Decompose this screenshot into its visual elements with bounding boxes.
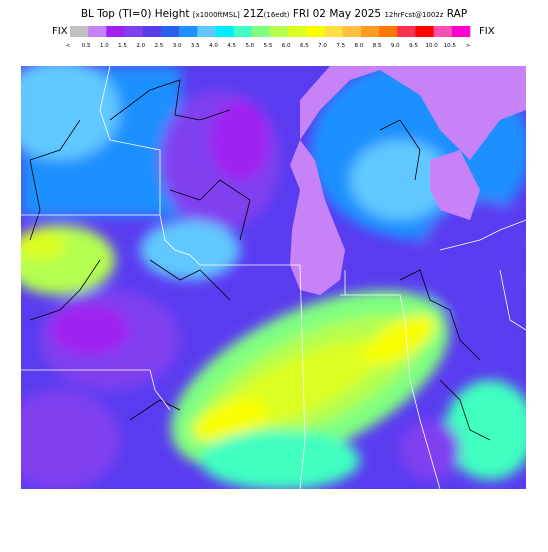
- legend-label: 10.0: [426, 43, 439, 49]
- title-main: BL Top (TI=0) Height: [81, 8, 190, 20]
- legend-label: 5.5: [264, 43, 273, 49]
- legend-swatch: [197, 26, 216, 37]
- title-units: [x1000ftMSL]: [193, 11, 240, 19]
- legend-label: 3.5: [191, 43, 200, 49]
- legend-label: 7.5: [336, 43, 345, 49]
- legend-swatch: [306, 26, 325, 37]
- legend-label: 7.0: [318, 43, 327, 49]
- legend: <0.5 1.0 1.5 2.0 2.5 3.0 3.5 4.0 4.5 5.0 5.5 6.0 6.5…: [66, 26, 471, 49]
- legend-label: 8.5: [373, 43, 382, 49]
- legend-label: 1.5: [118, 43, 127, 49]
- date: FRI 02 May 2025: [293, 8, 381, 20]
- legend-swatch: [179, 26, 198, 37]
- legend-swatch: [142, 26, 162, 37]
- legend-label: 9.0: [391, 43, 400, 49]
- local-time: (16edt): [264, 11, 290, 19]
- legend-label: 3.0: [173, 43, 182, 49]
- title: BL Top (TI=0) Height [x1000ftMSL] 21Z(16…: [81, 8, 467, 20]
- legend-swatch: [324, 26, 344, 37]
- legend-swatch: [215, 26, 234, 37]
- legend-swatch: [233, 26, 253, 37]
- legend-label: 2.0: [136, 43, 145, 49]
- legend-label: >: [466, 43, 471, 49]
- legend-swatch: [397, 26, 416, 37]
- map: [21, 66, 526, 489]
- legend-label: 6.5: [300, 43, 309, 49]
- legend-swatch: [70, 26, 89, 37]
- legend-swatch: [270, 26, 289, 37]
- legend-label: <: [66, 43, 71, 49]
- legend-swatch: [160, 26, 180, 37]
- valid-time: 21Z: [243, 8, 264, 20]
- legend-label: 5.0: [245, 43, 254, 49]
- legend-label: 1.0: [100, 43, 109, 49]
- legend-swatch: [451, 26, 471, 37]
- legend-label: 10.5: [444, 43, 457, 49]
- run: 12hrFcst@1002z: [384, 11, 443, 19]
- legend-swatch: [415, 26, 434, 37]
- legend-swatch: [342, 26, 362, 37]
- legend-label: 6.0: [282, 43, 291, 49]
- legend-swatch: [106, 26, 125, 37]
- legend-swatch: [433, 26, 453, 37]
- legend-label: 4.0: [209, 43, 218, 49]
- legend-label: 4.5: [227, 43, 236, 49]
- legend-swatch: [288, 26, 307, 37]
- legend-label: 2.5: [155, 43, 164, 49]
- legend-label: 9.5: [409, 43, 418, 49]
- legend-swatch: [88, 26, 107, 37]
- model: RAP: [447, 8, 467, 20]
- legend-swatch: [360, 26, 380, 37]
- legend-swatch: [251, 26, 271, 37]
- legend-label: 8.0: [355, 43, 364, 49]
- legend-label: 0.5: [82, 43, 91, 49]
- legend-swatch: [379, 26, 398, 37]
- legend-right-label: FIX: [479, 26, 495, 37]
- legend-left-label: FIX: [52, 26, 68, 37]
- legend-swatch: [124, 26, 144, 37]
